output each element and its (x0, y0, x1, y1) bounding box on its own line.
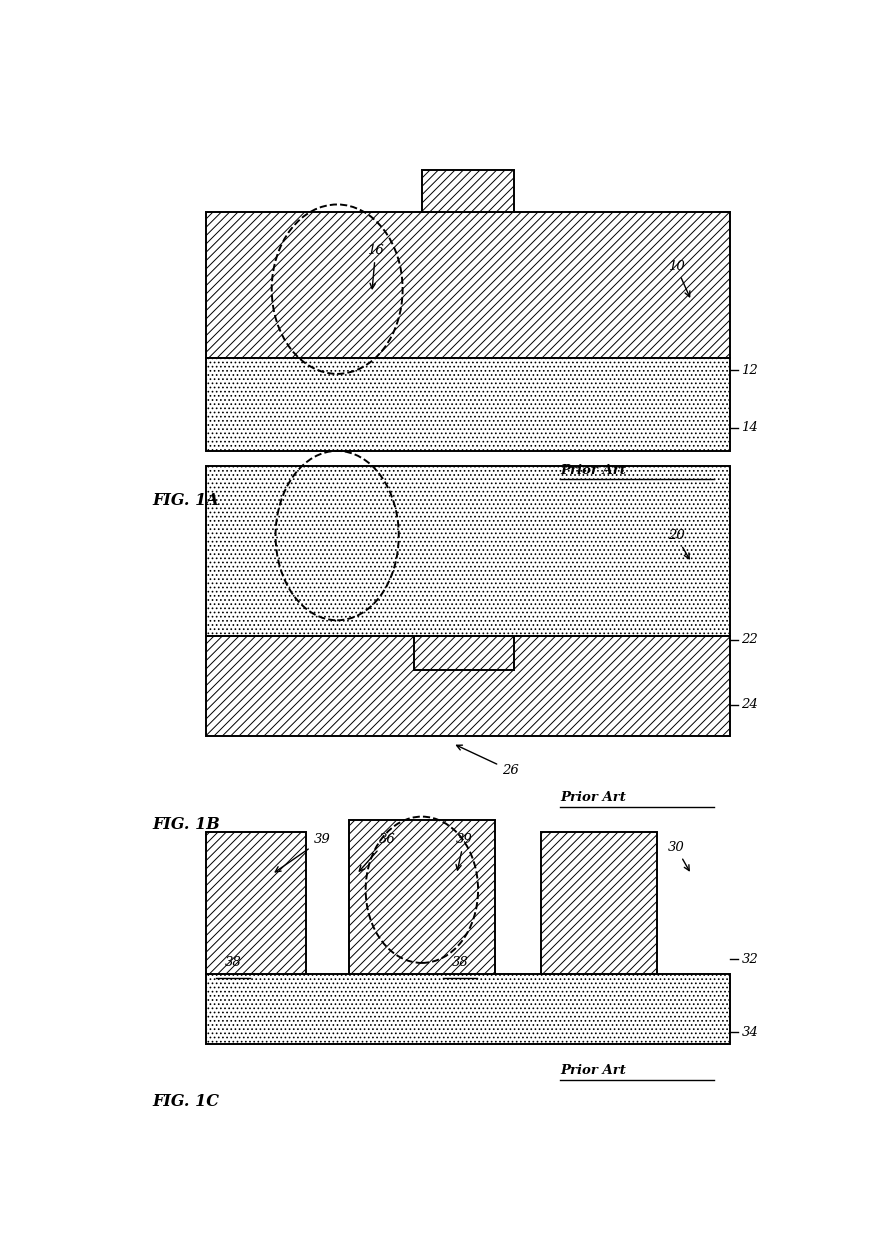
Text: FIG. 1B: FIG. 1B (153, 816, 220, 833)
Text: 26: 26 (456, 745, 519, 777)
Bar (206, 359, 730, 451)
Text: 24: 24 (741, 698, 758, 712)
Text: 34: 34 (741, 1026, 758, 1038)
Bar (206, 636, 730, 735)
Text: 30: 30 (668, 841, 689, 871)
Text: 38: 38 (225, 956, 242, 970)
Text: 14: 14 (741, 421, 758, 435)
Text: FIG. 1C: FIG. 1C (153, 1093, 220, 1110)
Bar (421, 170, 514, 212)
Text: Prior Art: Prior Art (561, 1064, 626, 1077)
Text: 32: 32 (741, 953, 758, 965)
Text: 39: 39 (275, 833, 330, 872)
Text: 10: 10 (668, 260, 690, 297)
Text: FIG. 1A: FIG. 1A (153, 492, 219, 509)
Text: Prior Art: Prior Art (561, 791, 626, 804)
Text: 22: 22 (741, 633, 758, 646)
Bar (348, 821, 495, 975)
Text: 20: 20 (668, 529, 689, 559)
Bar (541, 832, 656, 975)
Bar (206, 975, 730, 1043)
Bar (206, 466, 730, 636)
Bar (414, 636, 514, 671)
Text: 12: 12 (741, 364, 758, 376)
Text: Prior Art: Prior Art (561, 463, 626, 477)
Bar (206, 832, 306, 975)
Bar (206, 212, 730, 359)
Text: 38: 38 (452, 956, 469, 970)
Text: 39: 39 (455, 833, 472, 871)
Text: 16: 16 (367, 245, 384, 288)
Text: 36: 36 (359, 833, 396, 871)
